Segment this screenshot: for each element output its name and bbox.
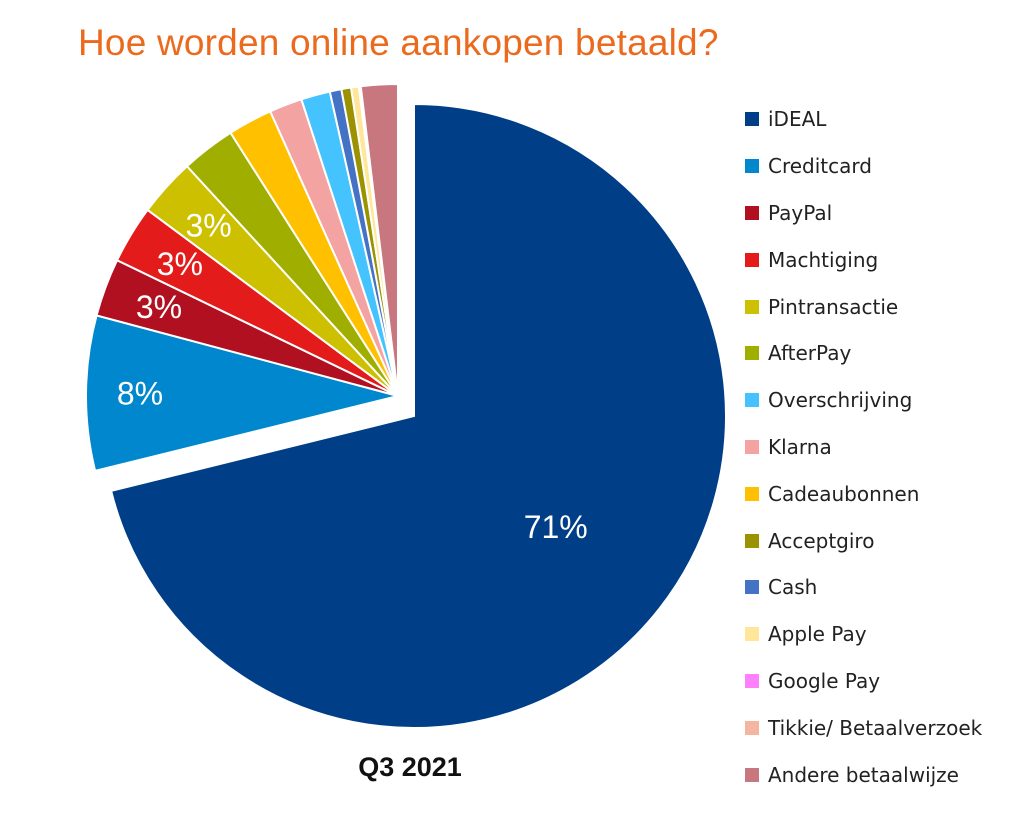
legend-item: Cadeaubonnen — [745, 470, 982, 517]
legend-label: Andere betaalwijze — [768, 762, 959, 787]
legend-swatch — [745, 159, 759, 174]
pie-slice-creditcard — [85, 314, 399, 473]
legend-label: Tikkie/ Betaalverzoek — [768, 715, 983, 740]
legend-item: Overschrijving — [745, 377, 982, 424]
legend-swatch — [745, 346, 759, 361]
legend-label: Creditcard — [768, 154, 872, 179]
legend-label: Acceptgiro — [768, 528, 875, 553]
data-label: 8% — [117, 376, 163, 412]
legend-label: Klarna — [768, 434, 832, 459]
chart-title: Hoe worden online aankopen betaald? — [78, 22, 719, 63]
legend-swatch — [745, 533, 759, 548]
legend-swatch — [745, 393, 759, 408]
legend-item: Pintransactie — [745, 283, 982, 330]
legend-label: Cash — [768, 575, 818, 600]
data-label: 3% — [136, 289, 182, 325]
legend-swatch — [745, 673, 759, 688]
legend-label: iDEAL — [768, 107, 827, 132]
legend-swatch — [745, 580, 759, 595]
pie-slice-ideal — [109, 102, 727, 729]
legend-item: Klarna — [745, 424, 982, 471]
legend-label: AfterPay — [768, 341, 852, 366]
legend-label: Pintransactie — [768, 294, 899, 319]
legend-label: PayPal — [768, 200, 833, 225]
legend-item: Creditcard — [745, 143, 982, 190]
legend-item: iDEAL — [745, 96, 982, 143]
data-label: 3% — [185, 207, 231, 243]
legend-item: AfterPay — [745, 330, 982, 377]
legend-label: Apple Pay — [768, 622, 867, 647]
legend-swatch — [745, 205, 759, 220]
legend-swatch — [745, 439, 759, 454]
legend-item: Machtiging — [745, 236, 982, 283]
legend-item: Tikkie/ Betaalverzoek — [745, 704, 982, 751]
legend-swatch — [745, 627, 759, 642]
legend-swatch — [745, 720, 759, 735]
legend-item: Andere betaalwijze — [745, 751, 982, 798]
legend-item: Cash — [745, 564, 982, 611]
pie-slice-andere-betaalwijze — [359, 82, 399, 397]
legend-swatch — [745, 486, 759, 501]
legend-label: Overschrijving — [768, 388, 913, 413]
legend-swatch — [745, 112, 759, 127]
legend-item: PayPal — [745, 190, 982, 237]
data-label: 71% — [524, 509, 588, 545]
data-label: 3% — [157, 246, 203, 282]
legend-item: Acceptgiro — [745, 517, 982, 564]
chart-subtitle: Q3 2021 — [358, 752, 462, 782]
legend-swatch — [745, 252, 759, 267]
legend-item: Apple Pay — [745, 611, 982, 658]
legend: iDEAL Creditcard PayPal Machtiging Pintransa… — [745, 96, 982, 798]
legend-swatch — [745, 299, 759, 314]
legend-label: Google Pay — [768, 668, 881, 693]
legend-label: Cadeaubonnen — [768, 481, 920, 506]
legend-label: Machtiging — [768, 247, 879, 272]
legend-item: Google Pay — [745, 658, 982, 705]
legend-swatch — [745, 767, 759, 782]
